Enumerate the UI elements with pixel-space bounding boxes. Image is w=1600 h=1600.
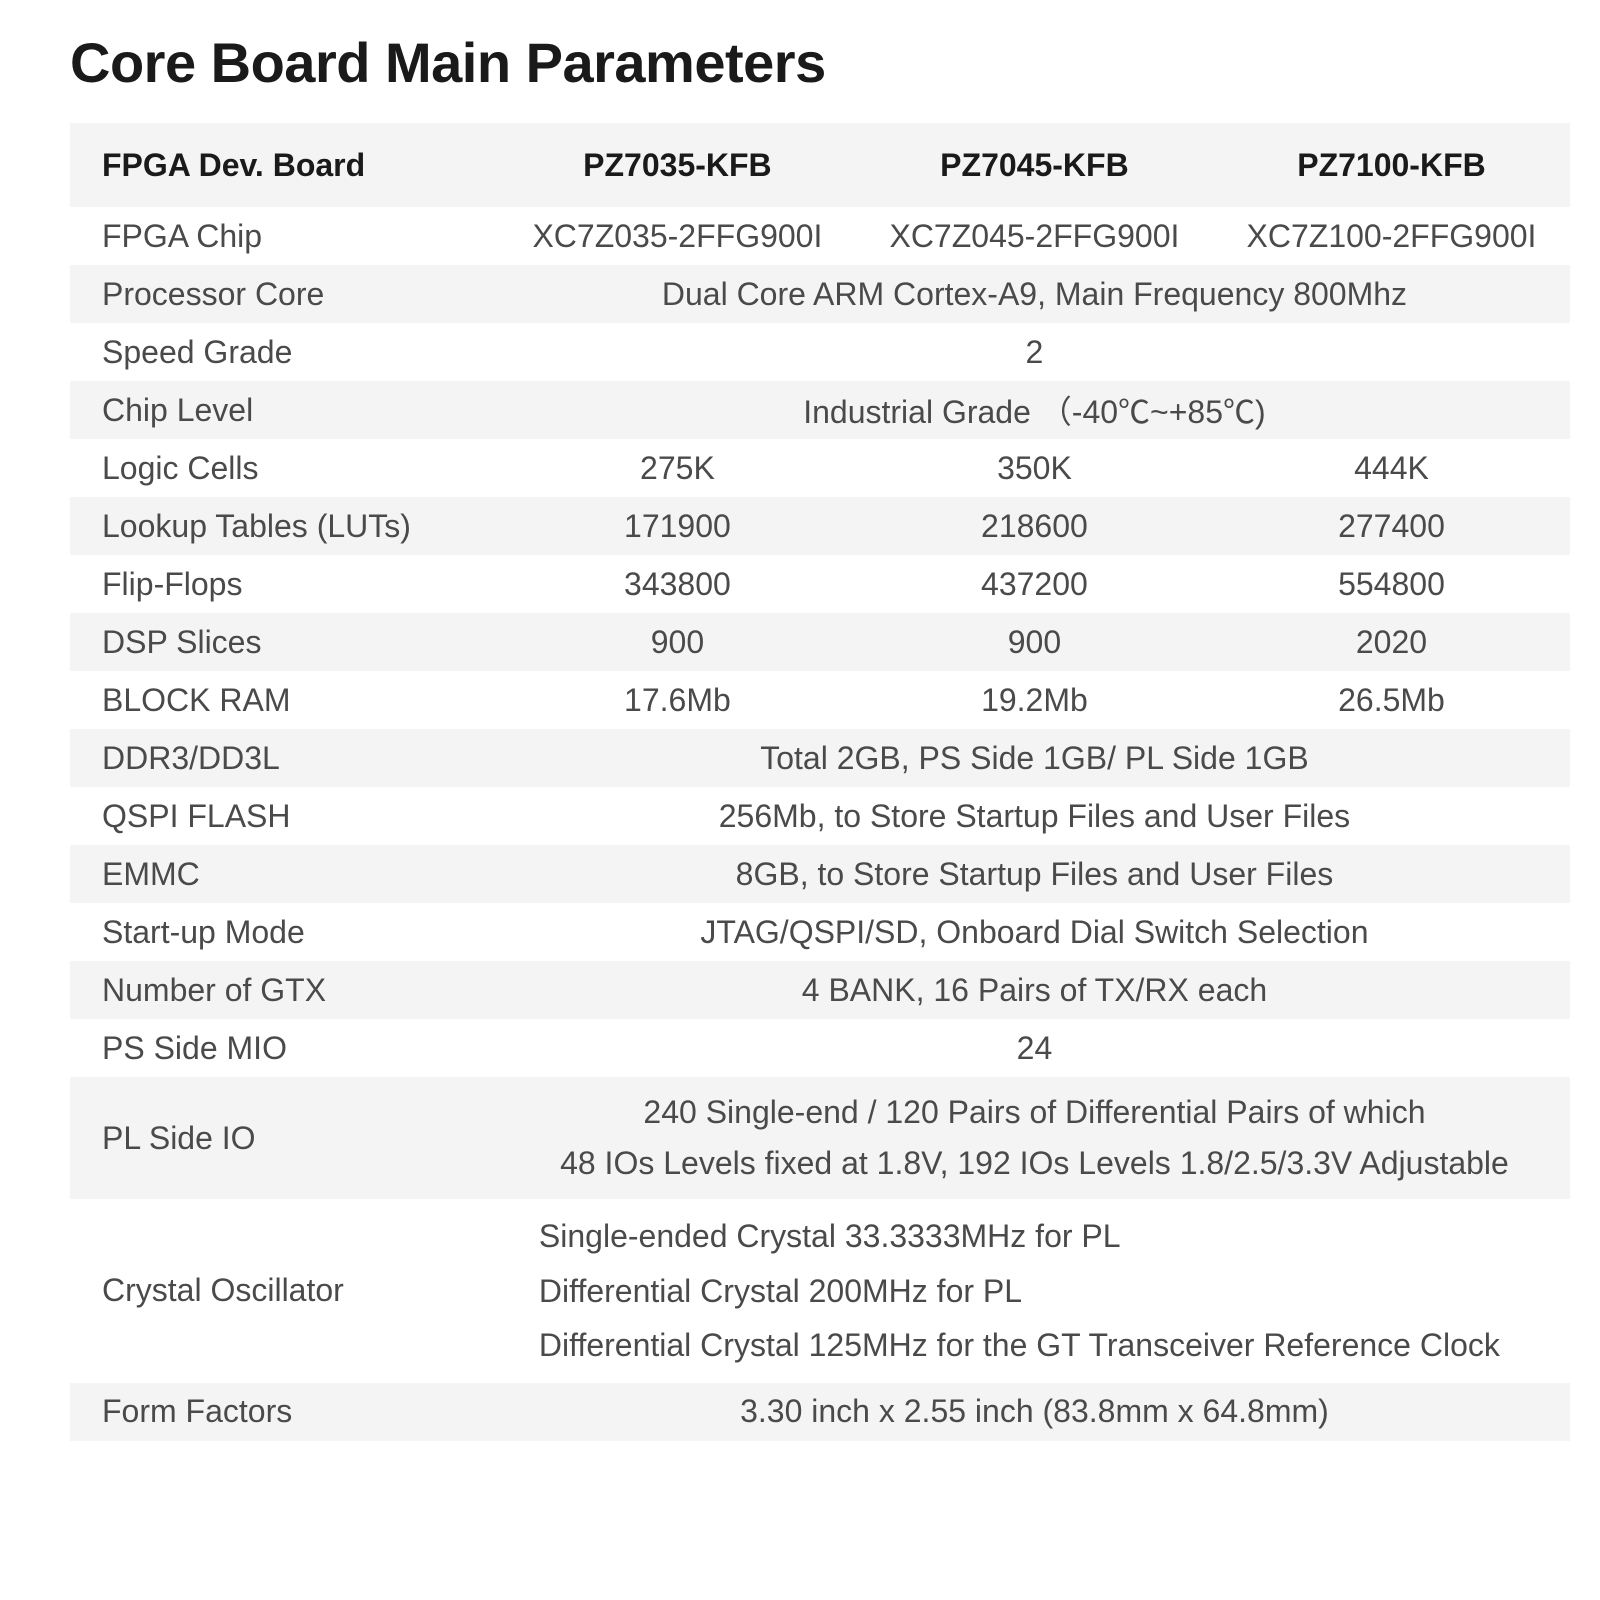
row-label: PS Side MIO — [70, 1019, 499, 1077]
table-row: Lookup Tables (LUTs)171900218600277400 — [70, 497, 1570, 555]
row-label: PL Side IO — [70, 1077, 499, 1199]
table-row: DSP Slices9009002020 — [70, 613, 1570, 671]
row-value: 3.30 inch x 2.55 inch (83.8mm x 64.8mm) — [499, 1383, 1570, 1441]
row-label: Chip Level — [70, 381, 499, 439]
row-value: JTAG/QSPI/SD, Onboard Dial Switch Select… — [499, 903, 1570, 961]
row-value: 218600 — [856, 497, 1213, 555]
row-value: 8GB, to Store Startup Files and User Fil… — [499, 845, 1570, 903]
row-label: Crystal Oscillator — [70, 1199, 499, 1382]
table-row: PL Side IO240 Single-end / 120 Pairs of … — [70, 1077, 1570, 1199]
row-label: DSP Slices — [70, 613, 499, 671]
row-label: Form Factors — [70, 1383, 499, 1441]
row-value: 444K — [1213, 439, 1570, 497]
table-row: PS Side MIO24 — [70, 1019, 1570, 1077]
row-value: XC7Z045-2FFG900I — [856, 207, 1213, 265]
row-value: 900 — [499, 613, 856, 671]
table-header-row: FPGA Dev. BoardPZ7035-KFBPZ7045-KFBPZ710… — [70, 123, 1570, 207]
row-label: FPGA Chip — [70, 207, 499, 265]
header-col-2: PZ7045-KFB — [856, 123, 1213, 207]
table-row: QSPI FLASH256Mb, to Store Startup Files … — [70, 787, 1570, 845]
row-label: QSPI FLASH — [70, 787, 499, 845]
table-row: Chip LevelIndustrial Grade （-40℃~+85℃) — [70, 381, 1570, 439]
row-label: Speed Grade — [70, 323, 499, 381]
row-label: EMMC — [70, 845, 499, 903]
table-row: Form Factors3.30 inch x 2.55 inch (83.8m… — [70, 1383, 1570, 1441]
row-label: BLOCK RAM — [70, 671, 499, 729]
row-label: Number of GTX — [70, 961, 499, 1019]
row-value: 2 — [499, 323, 1570, 381]
row-value: Industrial Grade （-40℃~+85℃) — [499, 381, 1570, 439]
row-value: Dual Core ARM Cortex-A9, Main Frequency … — [499, 265, 1570, 323]
table-row: Logic Cells275K350K444K — [70, 439, 1570, 497]
row-value: Single-ended Crystal 33.3333MHz for PLDi… — [499, 1199, 1570, 1382]
row-value: 350K — [856, 439, 1213, 497]
row-value: 24 — [499, 1019, 1570, 1077]
row-value: 275K — [499, 439, 856, 497]
row-value: 2020 — [1213, 613, 1570, 671]
row-value: XC7Z100-2FFG900I — [1213, 207, 1570, 265]
row-value: 19.2Mb — [856, 671, 1213, 729]
page-title: Core Board Main Parameters — [70, 30, 1570, 95]
table-row: DDR3/DD3LTotal 2GB, PS Side 1GB/ PL Side… — [70, 729, 1570, 787]
header-col-1: PZ7035-KFB — [499, 123, 856, 207]
table-row: Processor CoreDual Core ARM Cortex-A9, M… — [70, 265, 1570, 323]
row-value: 437200 — [856, 555, 1213, 613]
row-value: 26.5Mb — [1213, 671, 1570, 729]
row-label: Flip-Flops — [70, 555, 499, 613]
table-row: Speed Grade2 — [70, 323, 1570, 381]
row-label: Processor Core — [70, 265, 499, 323]
row-value: 343800 — [499, 555, 856, 613]
row-label: Lookup Tables (LUTs) — [70, 497, 499, 555]
table-row: EMMC8GB, to Store Startup Files and User… — [70, 845, 1570, 903]
row-value: 171900 — [499, 497, 856, 555]
row-value: 256Mb, to Store Startup Files and User F… — [499, 787, 1570, 845]
header-col-3: PZ7100-KFB — [1213, 123, 1570, 207]
row-value: 900 — [856, 613, 1213, 671]
table-row: Crystal OscillatorSingle-ended Crystal 3… — [70, 1199, 1570, 1382]
parameters-table: FPGA Dev. BoardPZ7035-KFBPZ7045-KFBPZ710… — [70, 123, 1570, 1441]
row-value: 277400 — [1213, 497, 1570, 555]
table-row: Number of GTX4 BANK, 16 Pairs of TX/RX e… — [70, 961, 1570, 1019]
row-value: 17.6Mb — [499, 671, 856, 729]
row-label: Start-up Mode — [70, 903, 499, 961]
row-value: 240 Single-end / 120 Pairs of Differenti… — [499, 1077, 1570, 1199]
table-row: Start-up ModeJTAG/QSPI/SD, Onboard Dial … — [70, 903, 1570, 961]
row-label: DDR3/DD3L — [70, 729, 499, 787]
row-value: 554800 — [1213, 555, 1570, 613]
table-row: Flip-Flops343800437200554800 — [70, 555, 1570, 613]
row-value: XC7Z035-2FFG900I — [499, 207, 856, 265]
row-label: Logic Cells — [70, 439, 499, 497]
table-row: FPGA ChipXC7Z035-2FFG900IXC7Z045-2FFG900… — [70, 207, 1570, 265]
table-row: BLOCK RAM17.6Mb19.2Mb26.5Mb — [70, 671, 1570, 729]
header-label: FPGA Dev. Board — [70, 123, 499, 207]
row-value: Total 2GB, PS Side 1GB/ PL Side 1GB — [499, 729, 1570, 787]
row-value: 4 BANK, 16 Pairs of TX/RX each — [499, 961, 1570, 1019]
